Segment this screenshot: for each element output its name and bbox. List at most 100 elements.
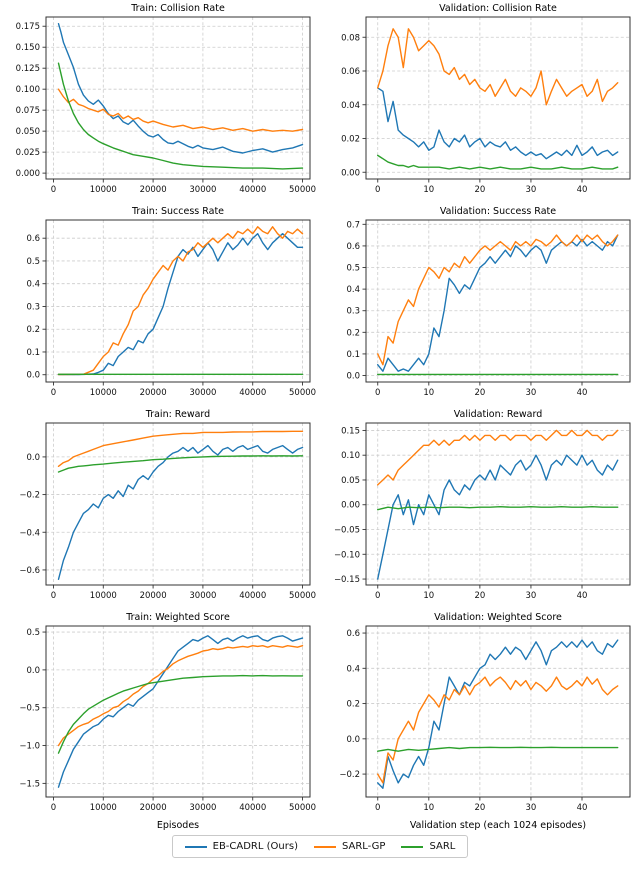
series-line-sarl-gp xyxy=(57,430,304,467)
x-tick-label: 30000 xyxy=(189,388,216,398)
series-line-sarl-gp xyxy=(377,429,619,486)
chart-train-success-rate: 0.0 0.1 0.2 0.3 0.4 0.5 0.6 0 10000 20000 30000 400… xyxy=(0,203,320,406)
y-tick-label: 0.4 xyxy=(346,285,360,295)
x-tick-label: 0 xyxy=(375,388,380,398)
y-tick-label: 0.025 xyxy=(16,148,40,158)
x-tick-label: 0 xyxy=(51,591,56,601)
series-line-sarl xyxy=(57,455,304,473)
chart-validation-success-rate: 0.0 0.1 0.2 0.3 0.4 0.5 0.6 0.7 0 10 20 30 40 Validat… xyxy=(320,203,640,406)
y-tick-label: 0.00 xyxy=(341,168,360,178)
x-tick-label: 10000 xyxy=(90,388,117,398)
x-tick-label: 10 xyxy=(423,388,434,398)
x-tick-label: 40000 xyxy=(239,185,266,195)
y-tick-label: 0.175 xyxy=(16,22,40,32)
y-tick-label: 0.2 xyxy=(346,328,360,338)
series-line-sarl-gp xyxy=(57,226,304,376)
x-tick-label: 30 xyxy=(526,185,537,195)
x-tick-label: 0 xyxy=(51,185,56,195)
y-tick-label: −0.5 xyxy=(19,704,40,714)
chart-train-collision-rate: 0.000 0.025 0.050 0.075 0.100 0.125 0.150 0.175… xyxy=(0,0,320,203)
x-tick-label: 30 xyxy=(526,803,537,813)
series-line-sarl xyxy=(377,154,619,170)
chart-canvas: −0.2 0.0 0.2 0.4 0.6 0 10 20 30 40 Validation: Wei… xyxy=(339,612,631,831)
chart-train-weighted-score: −1.5 −1.0 −0.5 0.0 0.5 0 10000 20000 30000 40000 5… xyxy=(0,609,320,833)
chart-title: Train: Success Rate xyxy=(131,206,224,217)
chart-title: Validation: Reward xyxy=(454,409,543,420)
x-tick-label: 40 xyxy=(577,591,588,601)
chart-title: Validation: Success Rate xyxy=(440,206,556,217)
x-tick-label: 50000 xyxy=(289,185,316,195)
x-tick-label: 10 xyxy=(423,591,434,601)
series-line-eb-cadrl-ours xyxy=(57,233,304,376)
chart-title: Validation: Weighted Score xyxy=(434,612,562,623)
y-tick-label: 0.1 xyxy=(346,350,360,360)
y-tick-label: 0.100 xyxy=(16,85,40,95)
x-tick-label: 20000 xyxy=(140,185,167,195)
y-tick-label: 0.0 xyxy=(26,666,40,676)
legend-line-sarl-gp-icon xyxy=(313,845,336,848)
y-tick-label: −0.15 xyxy=(334,575,360,585)
x-tick-label: 40000 xyxy=(239,388,266,398)
y-tick-label: 0.125 xyxy=(16,64,40,74)
chart-canvas: 0.0 0.1 0.2 0.3 0.4 0.5 0.6 0 10000 20000 30000 400… xyxy=(26,206,316,398)
chart-validation-weighted-score: −0.2 0.0 0.2 0.4 0.6 0 10 20 30 40 Validation: Wei… xyxy=(320,609,640,833)
y-tick-label: 0.04 xyxy=(341,101,360,111)
series-line-sarl xyxy=(377,506,619,511)
y-tick-label: −0.05 xyxy=(334,526,360,536)
x-tick-label: 0 xyxy=(375,591,380,601)
chart-train-reward: −0.6 −0.4 −0.2 0.0 0 10000 20000 30000 40000 5000… xyxy=(0,406,320,609)
x-tick-label: 20000 xyxy=(140,803,167,813)
x-tick-label: 50000 xyxy=(289,591,316,601)
y-tick-label: −0.2 xyxy=(19,491,40,501)
y-tick-label: 0.7 xyxy=(346,220,360,230)
legend-item-sarl: SARL xyxy=(401,841,455,852)
legend-row: EB-CADRL (Ours) SARL-GP SARL xyxy=(0,833,640,873)
y-tick-label: 0.15 xyxy=(341,426,360,436)
chart-validation-collision-rate: 0.00 0.02 0.04 0.06 0.08 0 10 20 30 40 Validation:… xyxy=(320,0,640,203)
y-tick-label: 0.00 xyxy=(341,501,360,511)
x-tick-label: 20000 xyxy=(140,388,167,398)
chart-canvas: −1.5 −1.0 −0.5 0.0 0.5 0 10000 20000 30000 40000 5… xyxy=(19,612,316,831)
y-tick-label: 0.075 xyxy=(16,106,40,116)
y-tick-label: 0.3 xyxy=(346,307,360,317)
x-tick-label: 0 xyxy=(51,388,56,398)
y-tick-label: 0.6 xyxy=(26,234,40,244)
legend-label-sarl: SARL xyxy=(429,841,456,852)
series-line-eb-cadrl-ours xyxy=(377,234,619,372)
y-tick-label: −0.10 xyxy=(334,550,360,560)
y-tick-label: 0.5 xyxy=(26,257,40,267)
y-tick-label: 0.10 xyxy=(341,451,360,461)
y-tick-label: −1.5 xyxy=(19,779,40,789)
legend-item-sarl-gp: SARL-GP xyxy=(313,841,385,852)
x-tick-label: 40 xyxy=(577,803,588,813)
y-tick-label: 0.000 xyxy=(16,169,40,179)
x-tick-label: 40000 xyxy=(239,803,266,813)
chart-validation-reward: −0.15 −0.10 −0.05 0.00 0.05 0.10 0.15 0 10 20 30 40… xyxy=(320,406,640,609)
y-tick-label: 0.0 xyxy=(346,735,360,745)
x-tick-label: 20 xyxy=(474,185,485,195)
series-line-sarl-gp xyxy=(57,88,304,132)
x-tick-label: 40000 xyxy=(239,591,266,601)
x-tick-label: 10 xyxy=(423,185,434,195)
chart-canvas: 0.00 0.02 0.04 0.06 0.08 0 10 20 30 40 Validation:… xyxy=(341,3,631,195)
y-tick-label: −0.4 xyxy=(19,528,40,538)
series-line-eb-cadrl-ours xyxy=(377,87,619,160)
chart-title: Validation: Collision Rate xyxy=(439,3,557,14)
y-tick-label: 0.050 xyxy=(16,127,40,137)
y-tick-label: 0.5 xyxy=(26,628,40,638)
series-line-sarl-gp xyxy=(57,645,304,747)
x-tick-label: 40 xyxy=(577,185,588,195)
y-tick-label: 0.5 xyxy=(346,264,360,274)
series-line-eb-cadrl-ours xyxy=(57,635,304,788)
y-tick-label: 0.4 xyxy=(26,280,40,290)
legend-label-eb-cadrl: EB-CADRL (Ours) xyxy=(212,841,298,852)
series-line-eb-cadrl-ours xyxy=(57,23,304,154)
x-tick-label: 20 xyxy=(474,591,485,601)
x-tick-label: 50000 xyxy=(289,388,316,398)
y-tick-label: −0.2 xyxy=(339,770,360,780)
chart-canvas: 0.0 0.1 0.2 0.3 0.4 0.5 0.6 0.7 0 10 20 30 40 Validat… xyxy=(346,206,631,398)
chart-canvas: 0.000 0.025 0.050 0.075 0.100 0.125 0.150 0.175… xyxy=(16,3,316,195)
x-tick-label: 30000 xyxy=(189,591,216,601)
x-tick-label: 0 xyxy=(375,185,380,195)
